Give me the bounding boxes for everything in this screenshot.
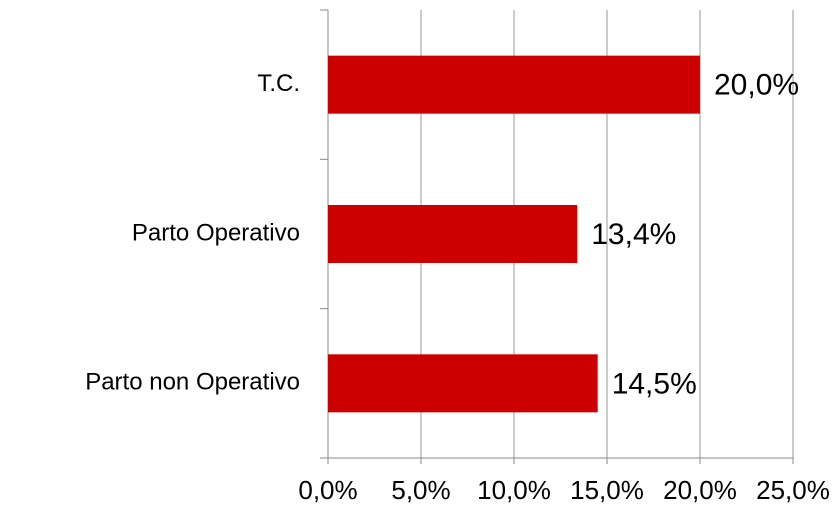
bar [328, 205, 578, 263]
x-tick-label: 15,0% [570, 475, 644, 505]
x-tick-label: 20,0% [663, 475, 737, 505]
value-label: 13,4% [591, 218, 676, 251]
y-tick-label: Parto Operativo [132, 219, 300, 246]
y-tick-label: T.C. [257, 70, 300, 97]
bar [328, 55, 700, 114]
y-tick-label: Parto non Operativo [85, 369, 300, 396]
value-label: 14,5% [612, 367, 697, 400]
x-tick-label: 10,0% [477, 475, 551, 505]
x-tick-label: 5,0% [391, 475, 450, 505]
x-tick-label: 0,0% [298, 475, 357, 505]
value-label: 20,0% [714, 69, 799, 102]
x-tick-label: 25,0% [756, 475, 830, 505]
bar [328, 354, 598, 413]
